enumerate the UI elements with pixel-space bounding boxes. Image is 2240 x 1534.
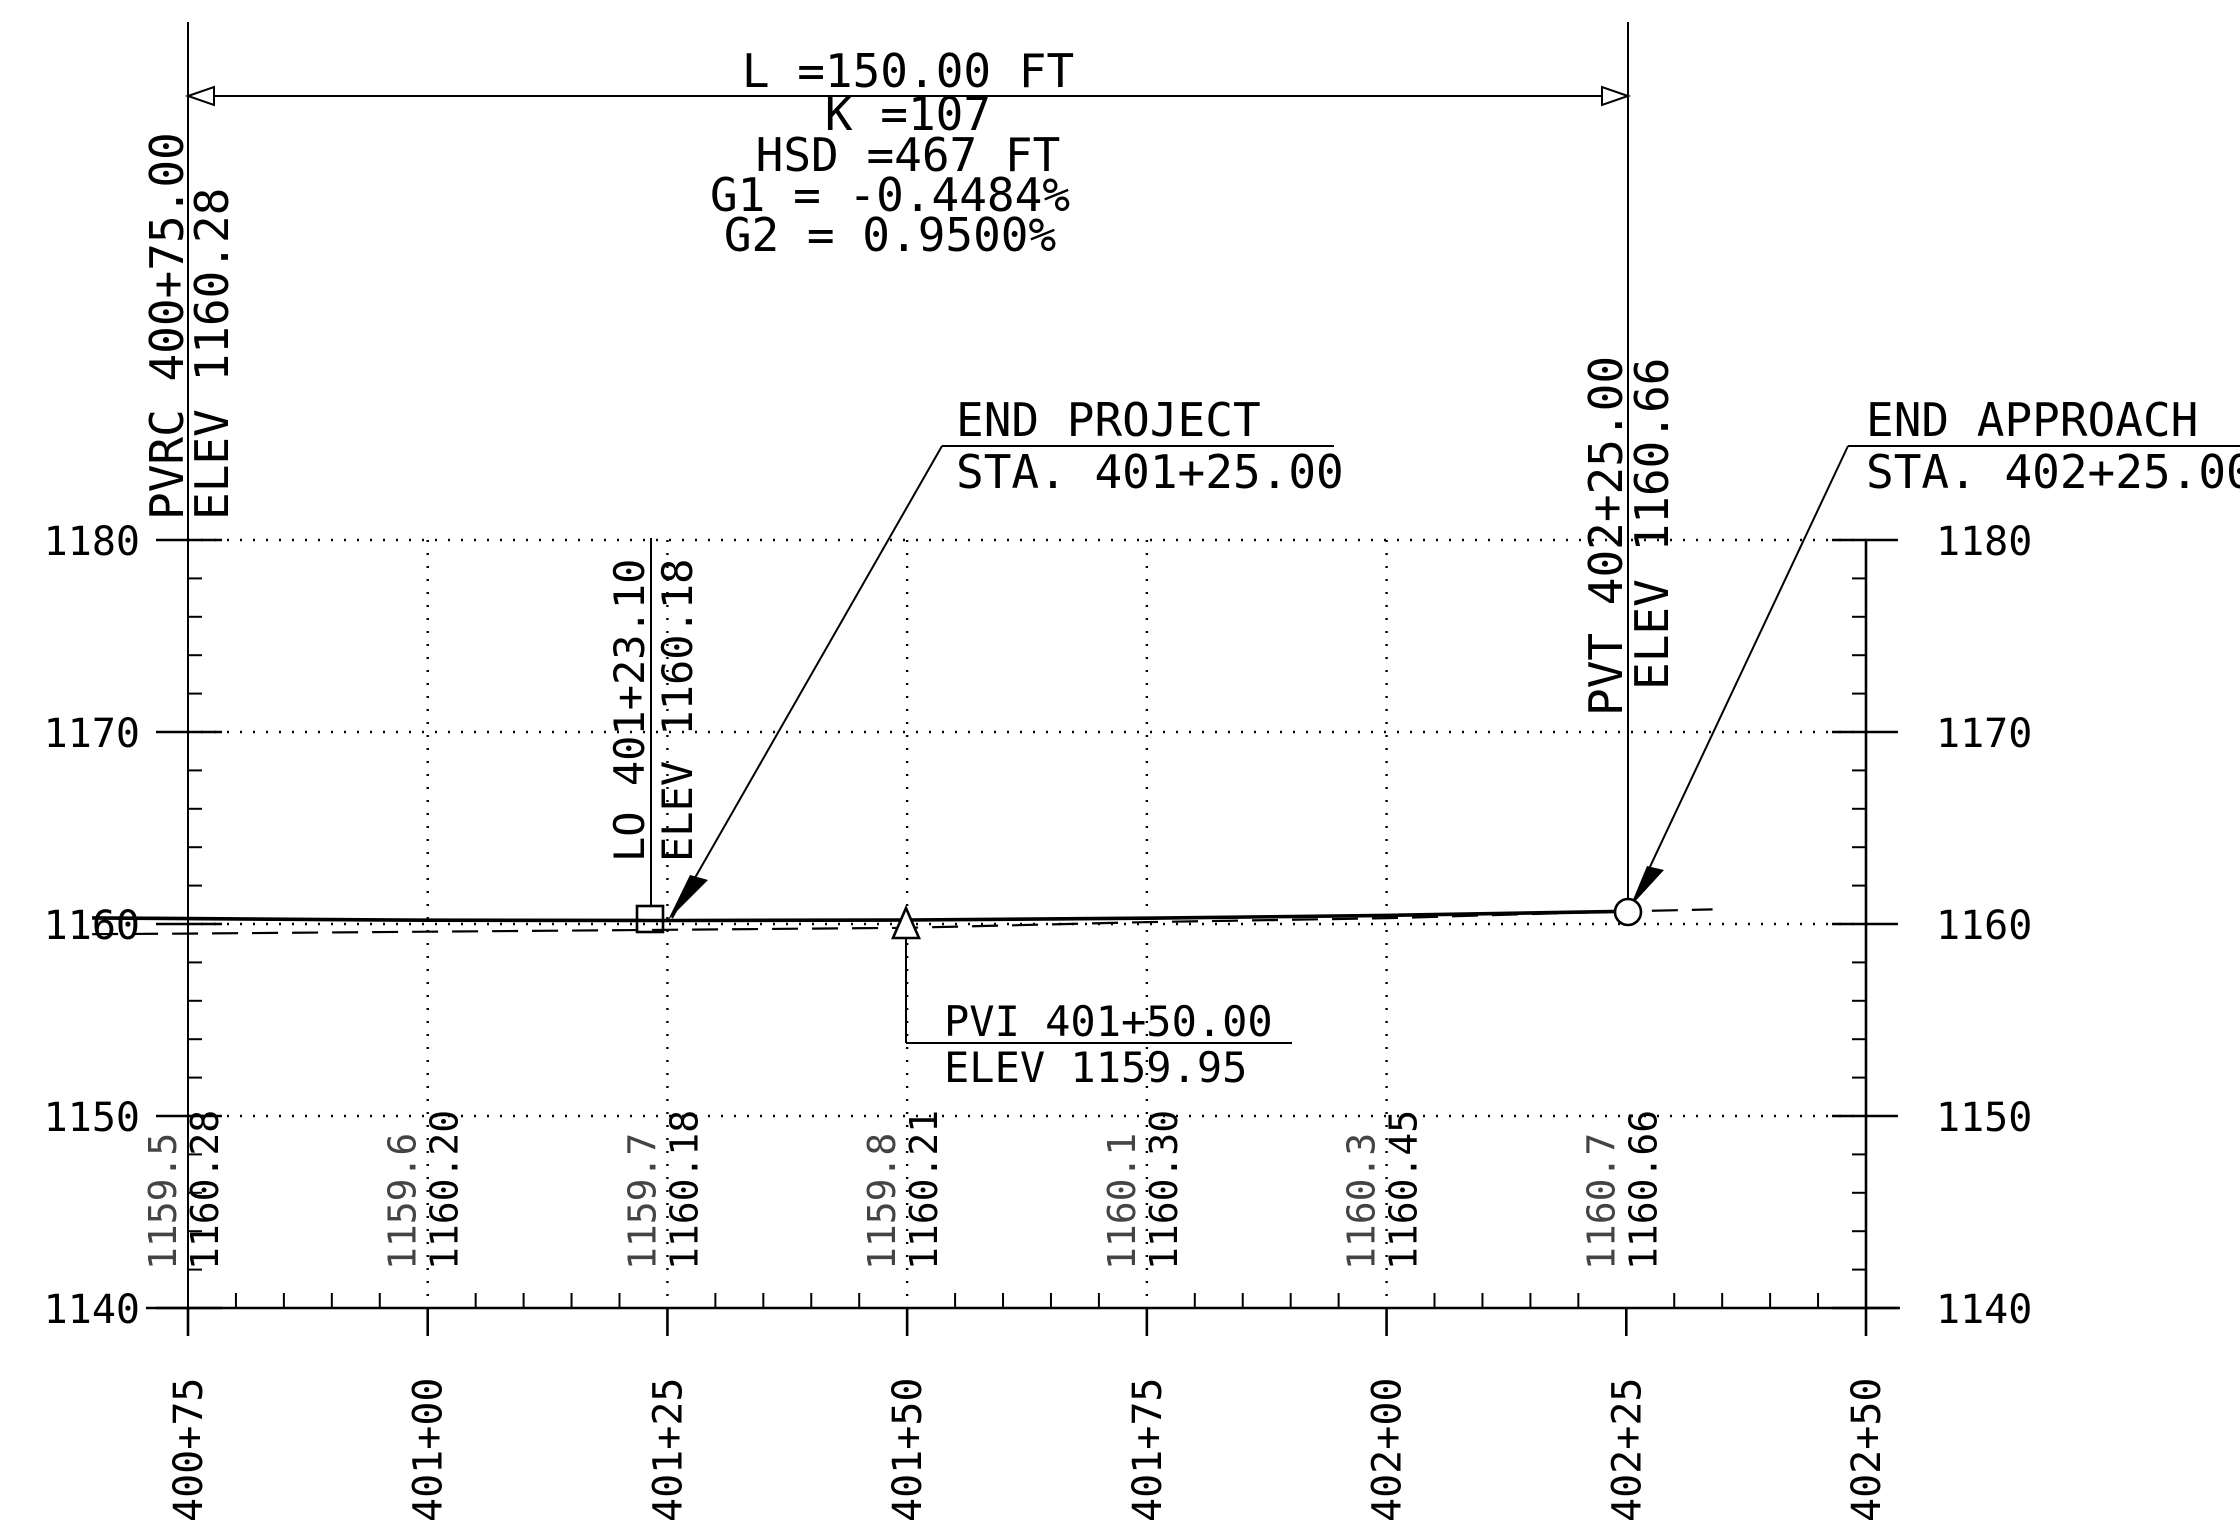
end-approach-station: STA. 402+25.00: [1866, 445, 2240, 499]
low-point-station: LO 401+23.10: [605, 559, 654, 862]
y-tick-label-right: 1140: [1936, 1287, 2032, 1333]
y-tick-label-right: 1170: [1936, 711, 2032, 757]
end-project-title: END PROJECT: [956, 393, 1261, 447]
curve-info: L =150.00 FT K =107 HSD =467 FT G1 = -0.…: [710, 44, 1074, 262]
pvi-elev: ELEV 1159.95: [944, 1043, 1247, 1092]
x-tick-label: 400+75: [166, 1378, 212, 1523]
end-project-arrow-icon: [668, 875, 708, 920]
left-arrow-icon: [184, 85, 215, 107]
existing-elevation: 1159.6: [381, 1133, 425, 1270]
pvc-elev: ELEV 1160.28: [185, 188, 239, 520]
curve-g2: G2 = 0.9500%: [724, 208, 1056, 262]
y-tick-label-left: 1170: [44, 711, 140, 757]
pvt-marker-icon: [1613, 897, 1643, 927]
pvi-callout: PVI 401+50.00 ELEV 1159.95: [905, 925, 1292, 1092]
y-tick-label-left: 1150: [44, 1095, 140, 1141]
existing-elevation: 1159.5: [141, 1133, 185, 1270]
y-tick-label-left: 1180: [44, 519, 140, 565]
existing-elevation: 1160.1: [1100, 1133, 1144, 1270]
pvt-station: PVT 402+25.00: [1579, 356, 1633, 716]
proposed-elevation: 1160.28: [183, 1110, 227, 1270]
proposed-elevation: 1160.30: [1142, 1110, 1186, 1270]
proposed-elevation: 1160.20: [423, 1110, 467, 1270]
y-tick-label-left: 1140: [44, 1287, 140, 1333]
curve-length-dimension: [184, 85, 1632, 107]
end-approach-title: END APPROACH: [1866, 393, 2198, 447]
curve-hsd: HSD =467 FT: [756, 128, 1061, 182]
axis-layer: 1180 1180 1170 1170 1160 1160 1150 1150 1140 1140…: [44, 519, 2033, 1522]
end-approach-callout: END APPROACH STA. 402+25.00: [1630, 393, 2240, 907]
y-tick-label-right: 1160: [1936, 903, 2032, 949]
right-arrow-icon: [1601, 85, 1632, 107]
proposed-grade-line: [92, 909, 1627, 923]
proposed-elevation: 1160.66: [1621, 1110, 1665, 1270]
pvi-marker-icon: [891, 904, 921, 940]
x-tick-label: 402+25: [1604, 1378, 1650, 1523]
proposed-elevation: 1160.21: [902, 1110, 946, 1270]
x-tick-label: 401+00: [406, 1378, 452, 1523]
existing-elevation: 1159.8: [860, 1133, 904, 1270]
x-tick-label: 402+50: [1844, 1378, 1890, 1523]
existing-elevation: 1160.3: [1340, 1133, 1384, 1270]
curve-length: L =150.00 FT: [742, 44, 1074, 98]
pvc-station: PVRC 400+75.00: [140, 132, 194, 520]
existing-elevation: 1159.7: [620, 1133, 664, 1270]
proposed-elevation: 1160.18: [662, 1110, 706, 1270]
x-tick-label: 401+25: [645, 1378, 691, 1523]
curve-k: K =107: [825, 87, 991, 141]
y-tick-label-right: 1150: [1936, 1095, 2032, 1141]
pvi-station: PVI 401+50.00: [944, 997, 1273, 1046]
y-tick-label-left: 1160: [44, 903, 140, 949]
x-tick-label: 402+00: [1365, 1378, 1411, 1523]
pvt-elev: ELEV 1160.66: [1625, 358, 1679, 690]
end-project-callout: END PROJECT STA. 401+25.00: [668, 393, 1344, 920]
end-approach-arrow-icon: [1630, 866, 1664, 907]
curve-g1: G1 = -0.4484%: [710, 168, 1070, 222]
x-tick-label: 401+50: [885, 1378, 931, 1523]
proposed-elevation: 1160.45: [1382, 1110, 1426, 1270]
x-tick-label: 401+75: [1125, 1378, 1171, 1523]
low-point-marker-icon: [635, 904, 665, 934]
end-project-station: STA. 401+25.00: [956, 445, 1344, 499]
y-tick-label-right: 1180: [1936, 519, 2032, 565]
low-point-elev: ELEV 1160.18: [653, 559, 702, 862]
existing-elevation: 1160.7: [1579, 1133, 1623, 1270]
